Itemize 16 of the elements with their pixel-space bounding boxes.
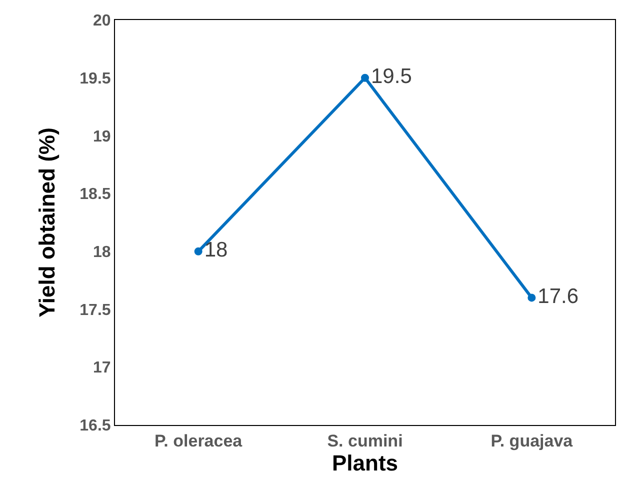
x-tick-label: S. cumini bbox=[327, 431, 403, 450]
data-label: 19.5 bbox=[371, 65, 412, 88]
data-label: 17.6 bbox=[538, 284, 579, 308]
text: 16.5 bbox=[80, 418, 111, 435]
data-label: 18 bbox=[204, 238, 228, 262]
text: 20 bbox=[93, 12, 111, 30]
x-tick-label: P. oleracea bbox=[154, 431, 243, 450]
x-axis-title: Plants bbox=[332, 450, 398, 476]
text: 17.5 bbox=[80, 302, 111, 319]
text: 18 bbox=[93, 244, 111, 262]
y-axis-title: Yield obtained (%) bbox=[34, 128, 60, 318]
text: 19 bbox=[93, 128, 111, 146]
x-tick-label: P. guajava bbox=[490, 431, 574, 450]
text: 18.5 bbox=[80, 186, 111, 204]
text: 17 bbox=[93, 360, 111, 377]
text: 19.5 bbox=[80, 70, 111, 88]
